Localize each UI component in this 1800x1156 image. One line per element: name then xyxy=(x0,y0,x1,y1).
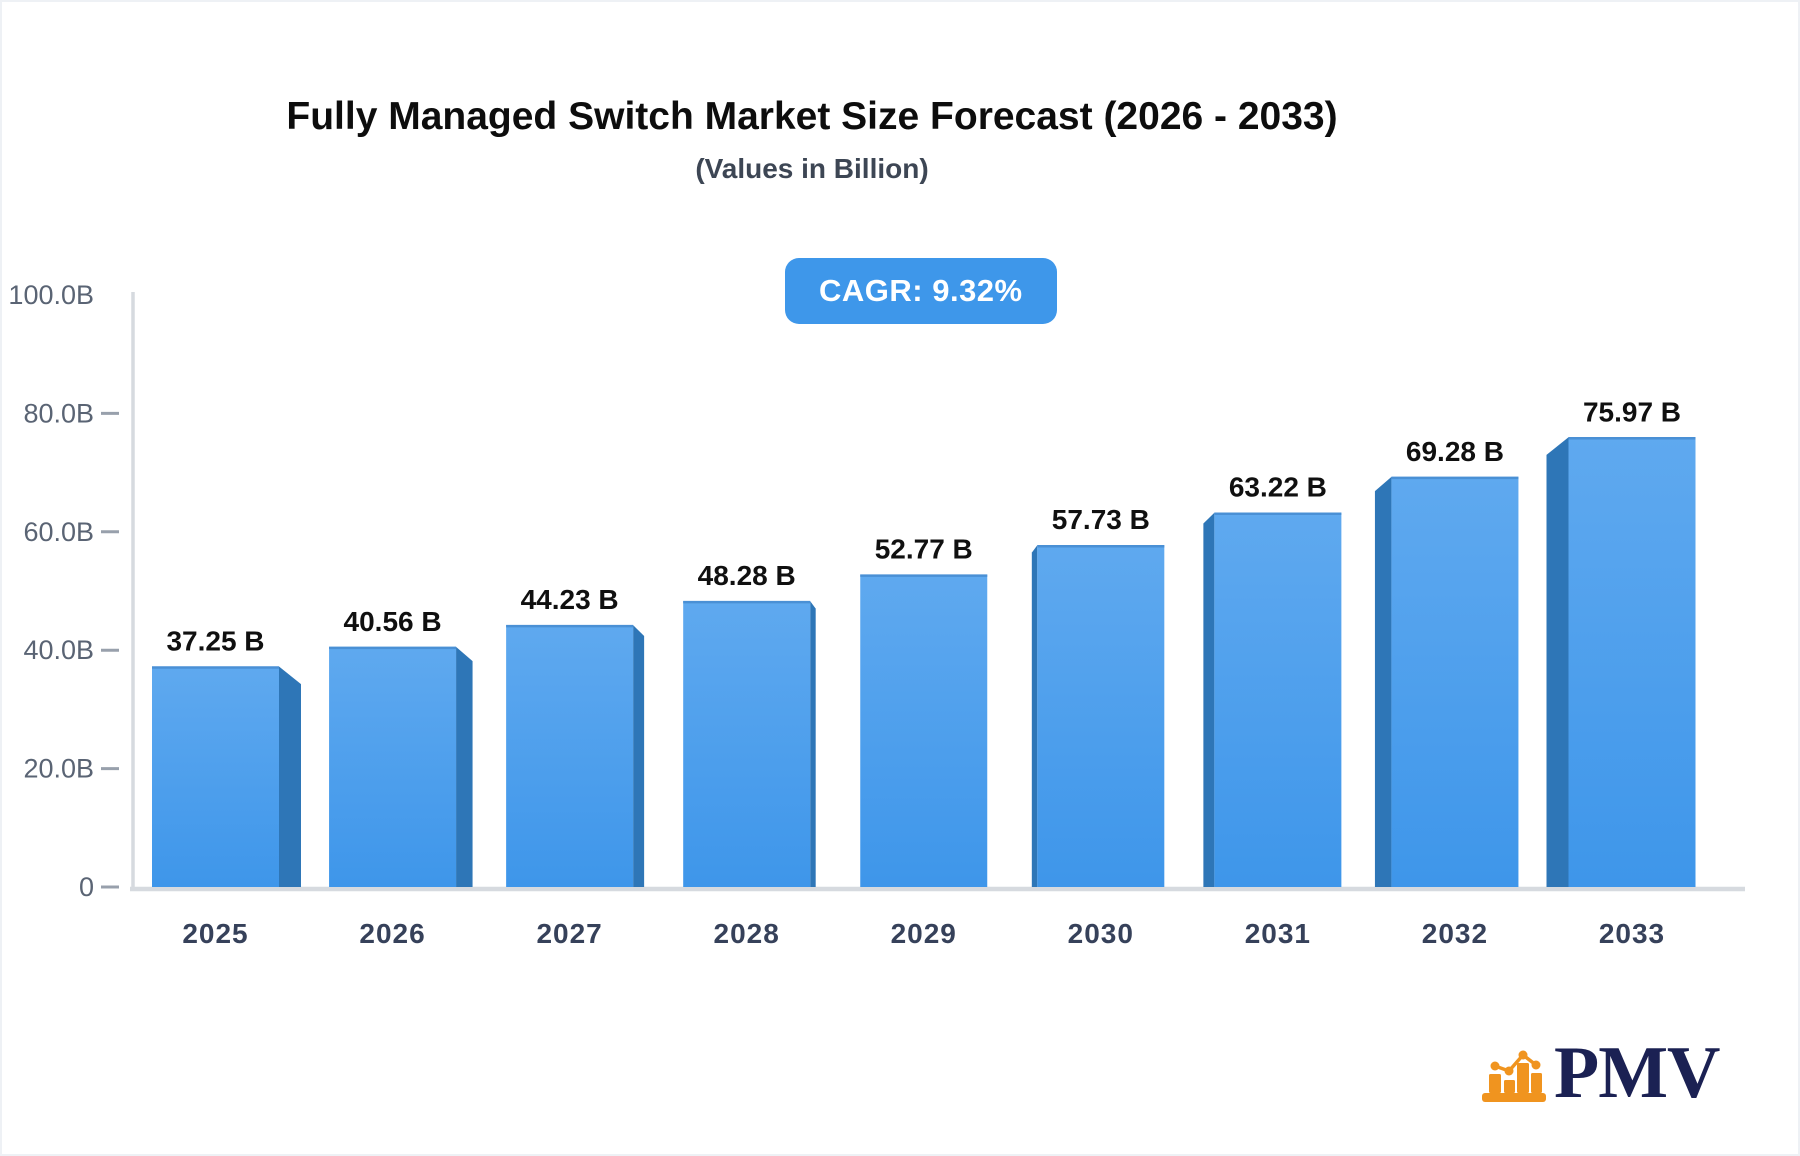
x-tick-label: 2028 xyxy=(714,918,780,949)
bar xyxy=(506,625,634,887)
bar-side-face xyxy=(456,646,473,887)
bar-value-label: 75.97 B xyxy=(1583,396,1681,427)
bar-value-label: 40.56 B xyxy=(344,606,442,637)
x-tick-label: 2025 xyxy=(182,918,248,949)
x-tick-label: 2032 xyxy=(1422,918,1488,949)
bar-side-face xyxy=(810,601,816,887)
y-tick-label: 0 xyxy=(79,872,94,902)
bar xyxy=(1568,437,1696,887)
x-tick-label: 2033 xyxy=(1599,918,1665,949)
bar-group: 63.22 B 2031 xyxy=(1203,472,1342,949)
chart-title: Fully Managed Switch Market Size Forecas… xyxy=(286,95,1338,138)
x-tick-label: 2027 xyxy=(536,918,602,949)
y-tick-label: 40.0B xyxy=(23,635,94,665)
bar xyxy=(1214,512,1342,887)
x-tick-label: 2029 xyxy=(891,918,957,949)
y-tick-label: 20.0B xyxy=(23,754,94,784)
y-tick-label: 60.0B xyxy=(23,517,94,547)
bar-value-label: 48.28 B xyxy=(698,560,796,591)
bar-value-label: 52.77 B xyxy=(875,534,973,565)
bar xyxy=(329,646,457,887)
logo-text: PMV xyxy=(1554,1032,1720,1115)
bar-group: 57.73 B 2030 xyxy=(1031,504,1165,949)
bar-side-face xyxy=(1546,437,1569,887)
x-tick-label: 2026 xyxy=(359,918,425,949)
y-tick-label: 80.0B xyxy=(23,398,94,428)
bar-side-face xyxy=(1031,545,1038,887)
bar-group: 40.56 B 2026 xyxy=(329,606,473,949)
x-tick-label: 2030 xyxy=(1068,918,1134,949)
bar-group: 48.28 B 2028 xyxy=(683,560,816,949)
bar-value-label: 37.25 B xyxy=(166,625,264,656)
bar-side-face xyxy=(1203,512,1215,887)
bar xyxy=(683,601,811,887)
bar xyxy=(1391,476,1519,887)
bar-group: 44.23 B 2027 xyxy=(506,584,645,949)
bar-group: 52.77 B 2029 xyxy=(860,534,988,949)
logo-bar-chart-icon xyxy=(1482,1050,1546,1102)
bar-side-face xyxy=(279,666,301,887)
bar-group: 69.28 B 2032 xyxy=(1374,436,1519,949)
bar xyxy=(152,666,279,887)
cagr-badge: CAGR: 9.32% xyxy=(785,258,1057,324)
bar-side-face xyxy=(633,625,645,887)
y-tick-label: 100.0B xyxy=(8,280,94,310)
bar-value-label: 69.28 B xyxy=(1406,436,1504,467)
bar xyxy=(1037,545,1165,887)
bar-value-label: 63.22 B xyxy=(1229,472,1327,503)
bar xyxy=(860,574,988,887)
x-tick-label: 2031 xyxy=(1245,918,1311,949)
chart-header: Fully Managed Switch Market Size Forecas… xyxy=(2,95,1622,185)
bar-value-label: 44.23 B xyxy=(521,584,619,615)
bar-value-label: 57.73 B xyxy=(1052,504,1150,535)
bar-group: 75.97 B 2033 xyxy=(1546,396,1696,949)
bar-group: 37.25 B 2025 xyxy=(152,625,301,949)
chart-subtitle: (Values in Billion) xyxy=(695,153,929,184)
pmv-logo: PMV xyxy=(1481,1032,1720,1115)
bar-side-face xyxy=(1374,476,1392,887)
